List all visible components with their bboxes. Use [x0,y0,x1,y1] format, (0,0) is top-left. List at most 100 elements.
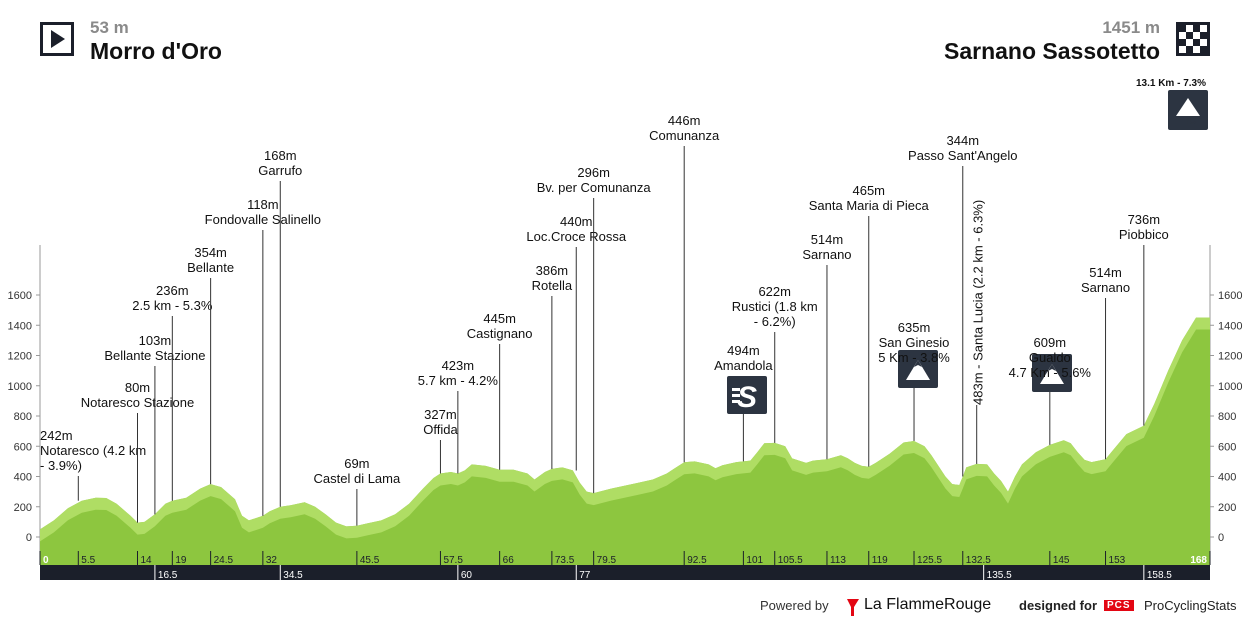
pcs-logo: PCS [1104,600,1134,611]
landmark-label: 736m [1128,212,1161,227]
km-tick-label: 19 [175,555,187,566]
landmark-label: 5 Km - 3.8% [878,350,950,365]
landmark-label: 440m [560,214,593,229]
landmark-label: Castel di Lama [314,471,401,486]
landmark-label: 446m [668,113,701,128]
landmark-label: 514m [1089,265,1122,280]
landmark-label: 423m [442,358,475,373]
y-tick-label-right: 1200 [1218,351,1242,363]
landmark-label: 483m - Santa Lucia (2.2 km - 6.3%) [971,200,986,405]
km-tick-label: 145 [1053,555,1070,566]
landmark-label: Sarnano [1081,280,1130,295]
km-tick-label-bottom: 16.5 [158,570,178,581]
landmark-label: Santa Maria di Pieca [809,198,930,213]
km-tick-label: 101 [746,555,763,566]
landmark-label: Sarnano [802,247,851,262]
km-tick-label: 79.5 [597,555,617,566]
landmark-label: 296m [577,165,610,180]
landmark-label: 609m [1034,335,1067,350]
landmark-label: Piobbico [1119,227,1169,242]
landmark-label: 344m [947,133,980,148]
landmark-label: 327m [424,407,457,422]
km-tick-label: 0 [43,555,49,566]
km-tick-label-bottom: 158.5 [1147,570,1172,581]
km-tick-label: 113 [830,555,846,566]
km-tick-label: 125.5 [917,555,942,566]
km-tick-label: 105.5 [778,555,803,566]
y-tick-label-right: 0 [1218,532,1224,544]
sprint-s-letter: S [737,381,757,414]
landmark-label: Offida [423,422,458,437]
km-tick-label: 132.5 [966,555,991,566]
mountain-shape [906,360,930,380]
landmark-label: 80m [125,380,150,395]
landmark-label: 635m [898,320,931,335]
km-tick-label-bottom: 34.5 [283,570,303,581]
finish-town: Sarnano Sassotetto [944,38,1160,64]
km-tick-label: 153 [1109,555,1126,566]
landmark-label: 69m [344,456,369,471]
landmark-label: Garrufo [258,163,302,178]
landmark-label: Castignano [467,326,533,341]
procyclingstats-label: ProCyclingStats [1144,598,1237,613]
final-climb-label: 13.1 Km - 7.3% [1136,78,1206,89]
y-tick-label-left: 200 [14,502,32,514]
km-tick-label-bottom: 60 [461,570,473,581]
y-tick-label-right: 600 [1218,441,1236,453]
y-tick-label-right: 200 [1218,502,1236,514]
y-tick-label-right: 1000 [1218,381,1242,393]
landmark: 483m - Santa Lucia (2.2 km - 6.3%) [971,200,986,464]
landmark-label: Notaresco Stazione [81,395,194,410]
landmark-label: 514m [811,232,844,247]
km-tick-label-bottom: 77 [579,570,591,581]
km-tick-label: 168 [1190,555,1207,566]
distance-bar [40,565,1210,580]
landmark-label: 494m [727,343,760,358]
y-tick-label-right: 1400 [1218,320,1242,332]
km-tick-label: 32 [266,555,278,566]
designed-for-label: designed for [1019,598,1098,613]
landmark-label: Gualdo [1029,350,1071,365]
mountain-snow [1048,364,1056,371]
landmark-label: 465m [852,183,885,198]
y-tick-label-right: 1600 [1218,290,1242,302]
landmark-label: 5.7 km - 4.2% [418,373,499,388]
km-tick-label-bottom: 135.5 [987,570,1012,581]
landmark-label: Amandola [714,358,773,373]
start-altitude: 53 m [90,18,129,37]
flamme-rouge-brand: La FlammeRouge [864,596,992,613]
landmark-label: 445m [483,311,516,326]
landmark-label: Rustici (1.8 km [732,299,818,314]
finish-checkered-flag-icon [1176,22,1210,56]
y-tick-label-right: 400 [1218,472,1236,484]
sprint-line [732,400,740,403]
start-town: Morro d'Oro [90,38,222,64]
y-tick-label-right: 800 [1218,411,1236,423]
km-tick-label: 5.5 [81,555,95,566]
sprint-line [732,388,740,391]
y-tick-label-left: 600 [14,441,32,453]
landmark-label: 4.7 Km - 5.6% [1009,365,1092,380]
km-tick-label: 119 [872,555,888,566]
mountain-shape [1040,364,1064,384]
landmark-label: 354m [194,245,227,260]
y-tick-label-left: 1200 [8,351,32,363]
landmark-label: Notaresco (4.2 km [40,443,146,458]
landmark-label: Loc.Croce Rossa [526,229,626,244]
sprint-s-icon [727,376,767,414]
